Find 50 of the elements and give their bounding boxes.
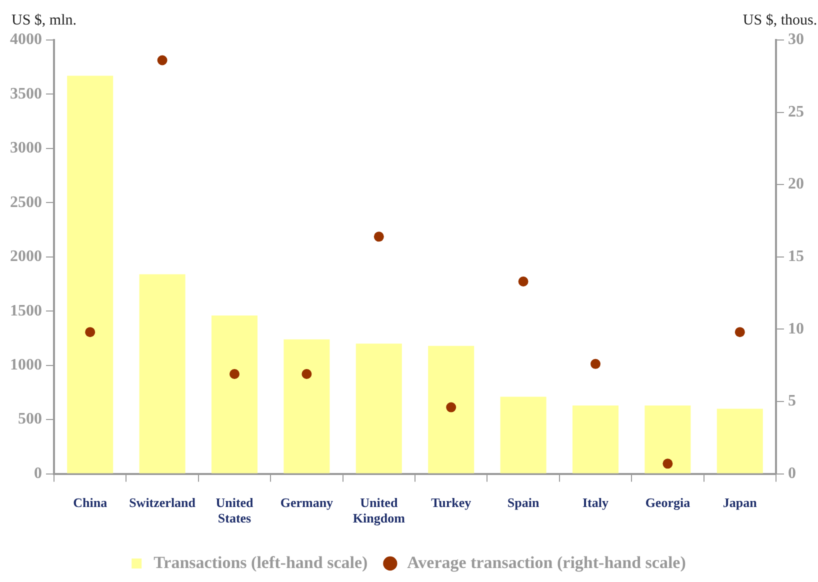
y-axis-title: US $, mln. [11, 12, 77, 28]
y2-tick-label: 20 [788, 176, 804, 193]
y-tick-label: 3000 [10, 140, 42, 157]
y2-tick-label: 5 [788, 392, 796, 410]
x-tick-label: Georgia [645, 494, 691, 510]
y-tick-label: 2000 [10, 248, 42, 266]
bar [716, 408, 763, 474]
bar [428, 346, 474, 474]
point [662, 458, 673, 469]
bar [572, 405, 619, 474]
y2-axis-title: US $, thous. [742, 12, 818, 28]
bar [356, 344, 402, 474]
point [590, 358, 600, 369]
legend-label: Average transaction (right-hand scale) [407, 552, 686, 572]
x-tick-label: China [73, 494, 108, 510]
y-tick-label: 0 [34, 464, 42, 482]
y-tick-label: 3500 [10, 85, 42, 102]
x-tick-label: Germany [280, 494, 334, 510]
x-tick-label: Japan [722, 494, 758, 510]
point [157, 55, 168, 66]
y2-tick-label: 10 [788, 320, 804, 338]
y2-tick-label: 0 [788, 464, 796, 482]
bar [284, 339, 330, 474]
point [734, 327, 745, 338]
y2-tick-label: 25 [788, 103, 804, 120]
point [85, 327, 96, 338]
point [374, 232, 384, 242]
y2-tick-label: 15 [788, 248, 804, 266]
x-tick-label: United Kingdom [352, 494, 406, 526]
legend-label: Transactions (left-hand scale) [154, 552, 368, 572]
point [446, 402, 456, 412]
y-tick-label: 500 [18, 410, 42, 428]
bar [500, 396, 546, 474]
x-tick-label: Switzerland [129, 494, 196, 510]
y-tick-label: 1000 [10, 356, 42, 374]
bar [211, 315, 258, 474]
x-tick-label: United States [216, 494, 254, 526]
point [230, 369, 240, 380]
y-tick-label: 2500 [10, 194, 42, 211]
x-tick-label: Spain [507, 494, 540, 510]
x-tick-label: Italy [582, 494, 609, 510]
bar [139, 274, 186, 474]
bar [67, 76, 114, 474]
point [518, 276, 528, 286]
bar [644, 405, 691, 474]
point [302, 369, 312, 380]
y-tick-label: 1500 [10, 302, 42, 320]
y-tick-label: 4000 [10, 31, 42, 48]
y2-tick-label: 30 [788, 31, 804, 48]
x-tick-label: Turkey [431, 494, 472, 510]
